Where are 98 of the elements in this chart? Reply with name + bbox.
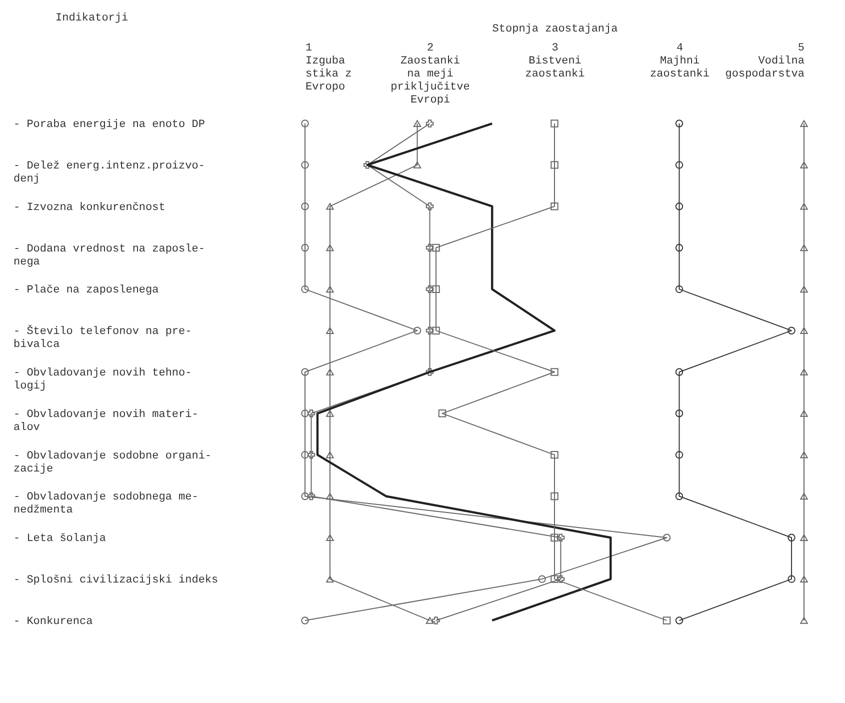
point (800, 492, 808, 500)
point (550, 161, 558, 169)
point (326, 451, 334, 458)
point (800, 162, 808, 168)
point (675, 285, 684, 294)
point (426, 368, 434, 376)
point (326, 410, 334, 417)
point (550, 120, 558, 128)
point (675, 202, 684, 210)
point (326, 534, 334, 542)
point (800, 576, 808, 582)
point (675, 161, 684, 169)
point (426, 202, 434, 210)
point (800, 286, 808, 293)
y-tick-label: - Konkurenca (14, 616, 94, 628)
point (556, 575, 565, 583)
point (550, 575, 558, 583)
point (800, 451, 808, 458)
point (326, 244, 334, 252)
point (326, 327, 334, 334)
point (426, 617, 434, 624)
point (326, 576, 334, 582)
point (550, 492, 558, 500)
x-tick-label: 1 Izguba stika z Evropo (306, 42, 352, 94)
point (800, 327, 808, 334)
point (301, 368, 309, 376)
y-tick-label: - Poraba energije na enoto DP (14, 119, 206, 132)
point (426, 326, 434, 334)
point (675, 616, 684, 624)
y-tick-label: - Obvladovanje sodobnega me- nedžmenta (14, 492, 198, 517)
point (307, 492, 316, 500)
y-tick-label: - Obvladovanje sodobne organi- zacije (14, 450, 212, 476)
point (800, 534, 808, 542)
point (550, 368, 558, 376)
point (556, 534, 565, 542)
y-tick-label: - Splošni civilizacijski indeks (14, 574, 218, 587)
point (800, 368, 808, 376)
point (788, 534, 796, 542)
y-axis-title: Indikatorji (56, 12, 129, 24)
point (432, 244, 440, 252)
y-tick-label: - Število telefonov na pre- bivalca (14, 324, 192, 352)
point (662, 616, 671, 624)
point (413, 326, 422, 334)
point (675, 244, 684, 252)
point (426, 244, 434, 252)
point (301, 244, 309, 252)
point (788, 326, 796, 334)
y-tick-label: - Obvladovanje novih materi- alov (14, 408, 198, 434)
y-tick-label: - Delež energ.intenz.proizvo- denj (14, 160, 205, 186)
y-tick-label: - Leta šolanja (14, 533, 106, 546)
point (675, 120, 684, 128)
point (301, 120, 309, 128)
point (432, 616, 440, 624)
x-tick-label: 3 Bistveni zaostanki (525, 42, 586, 80)
point (438, 410, 446, 418)
point (301, 285, 309, 294)
point (675, 368, 684, 376)
point (326, 202, 334, 210)
point (550, 450, 558, 459)
point (413, 120, 422, 127)
point (301, 161, 309, 169)
point (301, 616, 309, 624)
y-tick-label: - Obvladovanje novih tehno- logij (14, 368, 192, 392)
point (675, 450, 684, 459)
point (307, 410, 316, 418)
x-axis-title: Stopnja zaostajanja (492, 24, 618, 36)
x-tick-label: 5 Vodilna gospodarstva (725, 42, 805, 80)
point (550, 202, 558, 210)
point (413, 162, 422, 168)
point (432, 285, 440, 294)
point (538, 575, 546, 583)
y-tick-label: - Dodana vrednost na zaposle- nega (14, 243, 205, 268)
point (800, 410, 808, 417)
point (788, 575, 796, 583)
point (326, 286, 334, 293)
point (326, 368, 334, 376)
point (301, 410, 309, 418)
y-tick-label: - Plače na zaposlenega (14, 284, 160, 297)
point (432, 326, 440, 334)
point (800, 244, 808, 252)
point (800, 202, 808, 210)
point (301, 450, 309, 459)
point (675, 410, 684, 418)
x-tick-label: 2 Zaostanki na meji priključitve Evropi (390, 42, 470, 106)
point (426, 285, 434, 294)
point (301, 202, 309, 210)
point (662, 534, 671, 542)
point (326, 492, 334, 500)
y-tick-label: - Izvozna konkurenčnost (14, 202, 166, 214)
point (675, 492, 684, 500)
point (550, 534, 558, 542)
point (364, 161, 372, 169)
point (800, 120, 808, 127)
point (307, 450, 316, 459)
point (426, 120, 434, 128)
point (800, 617, 808, 624)
point (301, 492, 309, 500)
x-tick-label: 4 Majhni zaostanki (650, 42, 710, 80)
